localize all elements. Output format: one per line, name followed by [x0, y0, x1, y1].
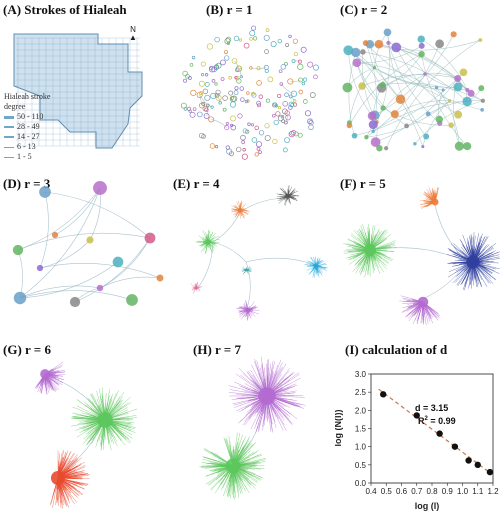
y-tick-label: 0.0	[355, 479, 367, 488]
legend-item: 1 - 5	[4, 152, 50, 162]
panel-i: (I) calculation of d 0.4 0.5 0.6 0.7 0.8 0.9 1…	[335, 338, 500, 513]
panel-h-label: (H) r = 7	[193, 342, 241, 357]
network-r3	[12, 181, 164, 308]
x-tick-label: 0.6	[396, 487, 408, 496]
y-tick-label: 1.5	[355, 425, 367, 434]
x-tick-label: 0.7	[411, 487, 423, 496]
panel-g: (G) r = 6	[0, 338, 165, 513]
x-tick-label: 0.5	[381, 487, 393, 496]
network-r6	[34, 361, 138, 509]
panel-c: (C) r = 2	[335, 0, 500, 165]
legend-title: Hialeah stroke	[4, 92, 51, 101]
y-axis-label: log (N(l))	[335, 410, 343, 447]
panel-a: (A) Strokes of Hialeah N ▲ Hialeah stroke…	[0, 0, 165, 165]
x-tick-label: 1.1	[472, 487, 484, 496]
network-r4	[190, 185, 328, 321]
x-tick-label: 1.0	[457, 487, 469, 496]
legend-item: 6 - 13	[4, 142, 50, 152]
street-grid	[16, 37, 140, 147]
x-tick-label: 1.2	[487, 487, 499, 496]
panel-f-label: (F) r = 5	[340, 176, 386, 191]
legend-item: 50 - 110	[4, 112, 50, 122]
network-r7	[199, 356, 306, 500]
hialeah-map	[13, 33, 143, 149]
annotation-d: d = 3.15	[415, 403, 448, 413]
network-r1	[180, 25, 319, 160]
legend-item: 14 - 27	[4, 132, 50, 142]
panel-g-label: (G) r = 6	[3, 342, 51, 357]
panel-e: (E) r = 4	[168, 170, 333, 335]
data-point	[413, 412, 420, 419]
panel-d-label: (D) r = 3	[3, 176, 51, 191]
y-tick-label: 0.5	[355, 461, 367, 470]
data-point	[465, 457, 472, 464]
network-r5	[343, 186, 500, 326]
north-label: N	[130, 25, 136, 34]
panel-e-label: (E) r = 4	[173, 176, 220, 191]
legend-item: 28 - 49	[4, 122, 50, 132]
network-r2	[342, 28, 486, 152]
panel-a-label: (A) Strokes of Hialeah	[3, 2, 127, 17]
fit-line	[378, 388, 491, 474]
y-tick-label: 2.5	[355, 388, 367, 397]
data-point	[451, 443, 459, 450]
stroke-degree-legend: Hialeah stroke degree 50 - 110 28 - 49 1…	[4, 92, 50, 162]
chart-axes: 0.4 0.5 0.6 0.7 0.8 0.9 1.0 1.1 1.20.00.51.01.52…	[355, 370, 499, 496]
panel-c-label: (C) r = 2	[340, 2, 388, 17]
x-tick-label: 0.4	[365, 487, 377, 496]
data-point	[486, 468, 494, 476]
y-tick-label: 1.0	[355, 443, 367, 452]
x-axis-label: log (l)	[415, 501, 440, 511]
x-tick-label: 0.9	[442, 487, 454, 496]
legend-subtitle: degree	[4, 102, 26, 111]
data-point	[436, 430, 443, 437]
panel-b-label: (B) r = 1	[206, 2, 253, 17]
panel-f: (F) r = 5	[335, 170, 500, 335]
data-point	[380, 391, 387, 398]
x-tick-label: 0.8	[426, 487, 438, 496]
panel-d: (D) r = 3	[0, 170, 165, 335]
data-point	[474, 461, 481, 469]
panel-b: (B) r = 1	[168, 0, 333, 165]
fractal-dimension-chart: 0.4 0.5 0.6 0.7 0.8 0.9 1.0 1.1 1.20.00.51.01.52…	[335, 370, 499, 511]
y-tick-label: 3.0	[355, 370, 367, 379]
panel-i-label: (I) calculation of d	[345, 342, 448, 357]
y-tick-label: 2.0	[355, 406, 367, 415]
north-arrow-icon: N ▲	[129, 25, 137, 42]
annotation-r2: R2 = 0.99	[418, 416, 456, 426]
data-points	[380, 391, 494, 476]
fit-line-path	[378, 388, 491, 474]
panel-h: (H) r = 7	[165, 338, 335, 513]
